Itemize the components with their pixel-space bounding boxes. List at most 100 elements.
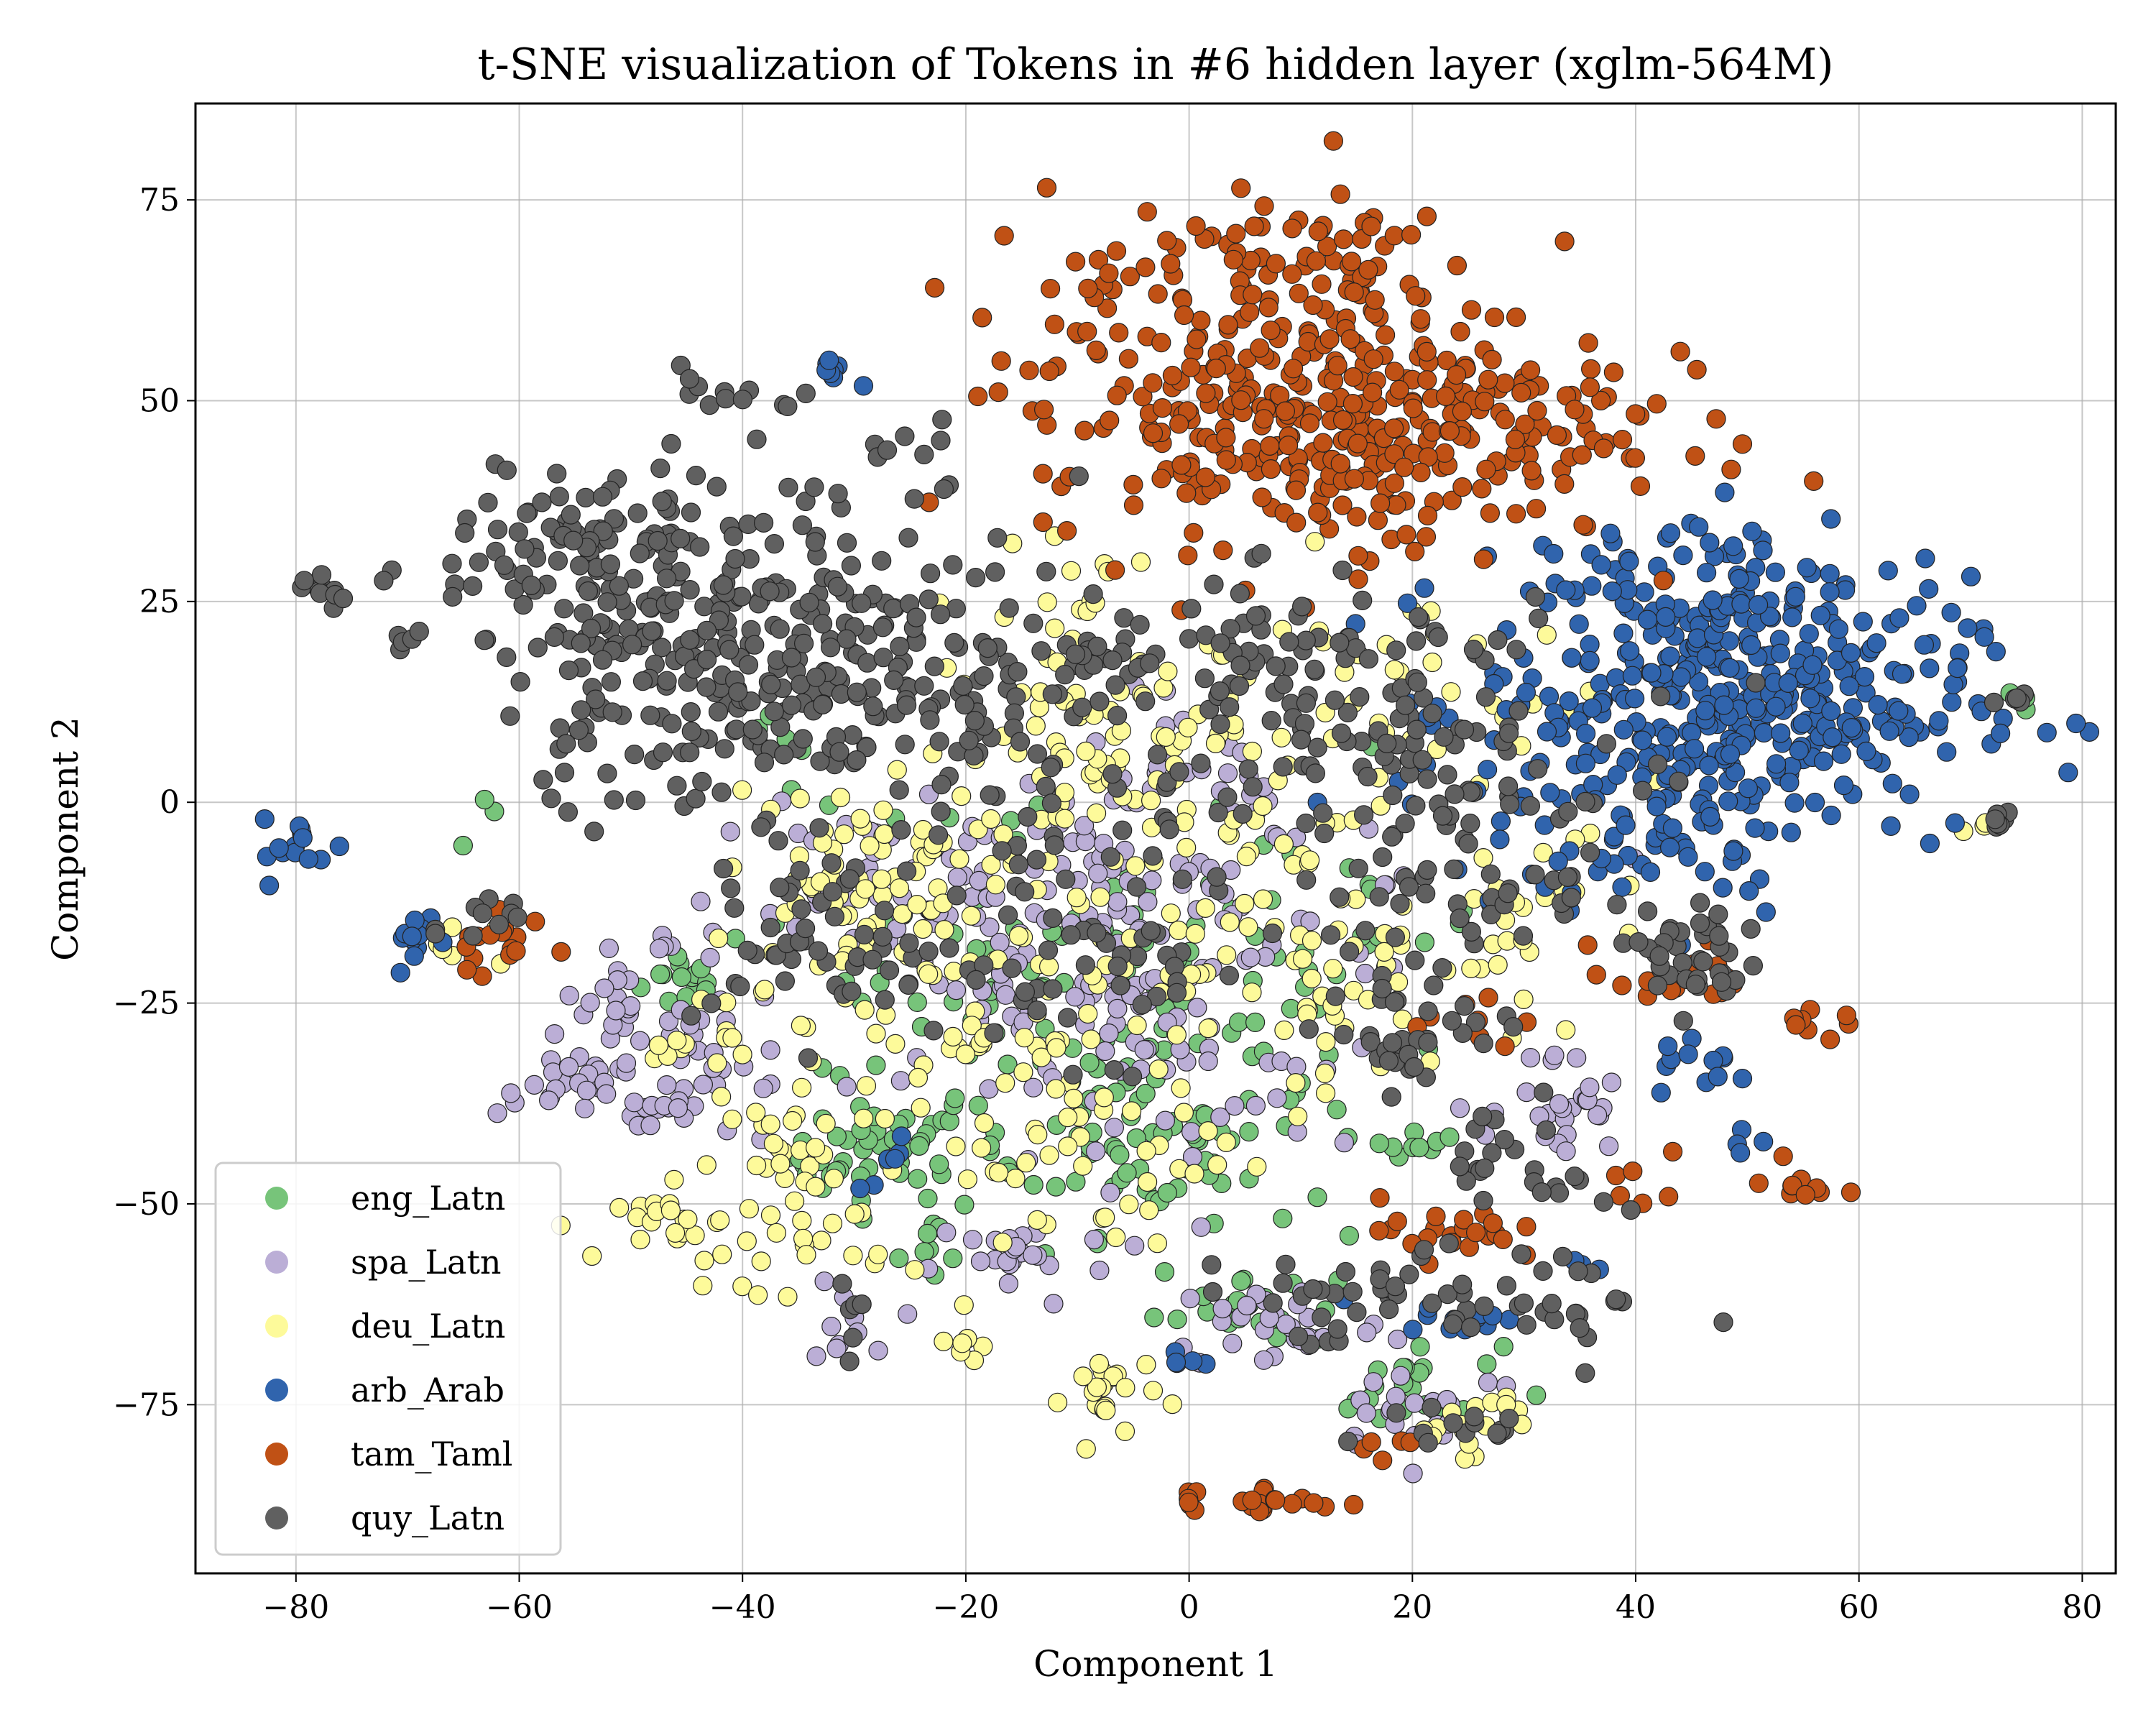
data-point-tam_Taml [1344,469,1365,489]
data-point-arb_Arab [1689,517,1709,537]
data-point-quy_Latn [1056,869,1076,889]
data-point-deu_Latn [1064,1088,1084,1109]
data-point-quy_Latn [1474,1296,1494,1317]
data-point-deu_Latn [1067,888,1087,908]
data-point-tam_Taml [1361,1432,1381,1453]
data-point-deu_Latn [648,1035,669,1056]
data-point-tam_Taml [1363,349,1383,369]
data-point-quy_Latn [549,487,569,507]
x-tick-label: −80 [262,1589,329,1626]
data-point-deu_Latn [1299,850,1320,870]
data-point-quy_Latn [791,899,811,919]
data-point-quy_Latn [1496,1276,1516,1296]
data-point-arb_Arab [1779,773,1800,793]
scatter-points [254,131,2099,1522]
data-point-quy_Latn [489,914,510,934]
data-point-deu_Latn [1115,1421,1135,1442]
data-point-deu_Latn [732,1276,752,1297]
data-point-tam_Taml [1384,444,1404,464]
data-point-quy_Latn [1439,1233,1459,1254]
data-point-tam_Taml [1260,436,1280,456]
data-point-arb_Arab [1720,658,1740,678]
data-point-eng_Latn [1410,1337,1430,1357]
data-point-quy_Latn [742,719,763,740]
data-point-deu_Latn [722,1109,742,1129]
data-point-quy_Latn [1593,1192,1613,1212]
data-point-arb_Arab [1991,723,2011,744]
data-point-tam_Taml [1447,255,1468,276]
data-point-quy_Latn [1498,723,1519,743]
data-point-deu_Latn [834,824,854,845]
data-point-deu_Latn [1090,887,1110,907]
data-point-quy_Latn [625,744,645,765]
data-point-quy_Latn [443,586,463,607]
data-point-spa_Latn [1023,1077,1044,1098]
data-point-tam_Taml [1348,546,1368,566]
data-point-arb_Arab [1823,727,1843,748]
data-point-deu_Latn [822,1213,843,1233]
data-point-tam_Taml [1118,349,1139,369]
data-point-arb_Arab [1662,818,1682,838]
data-point-arb_Arab [1490,829,1510,850]
data-point-deu_Latn [954,1295,974,1315]
data-point-tam_Taml [1361,216,1381,236]
data-point-quy_Latn [1339,942,1360,962]
data-point-deu_Latn [778,1287,798,1307]
data-point-quy_Latn [1305,763,1326,783]
data-point-quy_Latn [1043,979,1063,999]
data-point-spa_Latn [890,1071,911,1091]
data-point-tam_Taml [1286,480,1307,500]
data-point-tam_Taml [1405,541,1425,562]
data-point-quy_Latn [1506,640,1526,660]
data-point-quy_Latn [513,594,533,615]
data-point-arb_Arab [1625,689,1645,709]
data-point-spa_Latn [524,1075,545,1095]
data-point-quy_Latn [828,484,848,504]
data-point-eng_Latn [1307,1187,1327,1208]
data-point-quy_Latn [554,599,574,619]
data-point-spa_Latn [1212,1299,1233,1319]
data-point-quy_Latn [872,926,893,947]
data-point-deu_Latn [737,1231,757,1251]
data-point-tam_Taml [1685,446,1705,466]
data-point-tam_Taml [1625,448,1645,468]
data-point-deu_Latn [792,1210,812,1231]
data-point-tam_Taml [1495,373,1515,393]
data-point-eng_Latn [1144,1307,1164,1328]
data-point-tam_Taml [924,277,945,298]
data-point-spa_Latn [693,1075,714,1095]
data-point-quy_Latn [1299,1019,1319,1039]
data-point-deu_Latn [850,809,870,829]
data-point-spa_Latn [1450,1098,1470,1118]
data-point-quy_Latn [1557,867,1577,888]
data-point-tam_Taml [1019,360,1039,380]
data-point-spa_Latn [1356,1403,1376,1423]
data-point-arb_Arab [1715,482,1735,502]
data-point-deu_Latn [796,1245,816,1265]
data-point-quy_Latn [1383,785,1403,806]
data-point-quy_Latn [1422,1293,1442,1313]
data-point-spa_Latn [760,1040,780,1060]
data-point-arb_Arab [1781,822,1801,842]
data-point-quy_Latn [1069,466,1089,487]
data-point-arb_Arab [1575,753,1595,773]
data-point-quy_Latn [896,861,917,881]
data-point-deu_Latn [1089,1353,1110,1374]
data-point-eng_Latn [968,1095,988,1116]
data-point-tam_Taml [1586,965,1606,985]
data-point-tam_Taml [1056,520,1077,541]
data-point-quy_Latn [680,742,700,763]
data-point-quy_Latn [1063,1064,1083,1085]
data-point-tam_Taml [1591,390,1611,411]
data-point-quy_Latn [494,555,515,575]
data-point-quy_Latn [1296,813,1316,834]
data-point-quy_Latn [604,790,624,810]
data-point-arb_Arab [1766,696,1786,717]
data-point-eng_Latn [1157,1182,1177,1203]
data-point-quy_Latn [463,926,483,946]
data-point-deu_Latn [739,1199,760,1219]
y-tick-label: 25 [139,584,180,620]
data-point-quy_Latn [1432,957,1452,978]
data-point-quy_Latn [1083,584,1103,604]
data-point-arb_Arab [1948,658,1968,678]
